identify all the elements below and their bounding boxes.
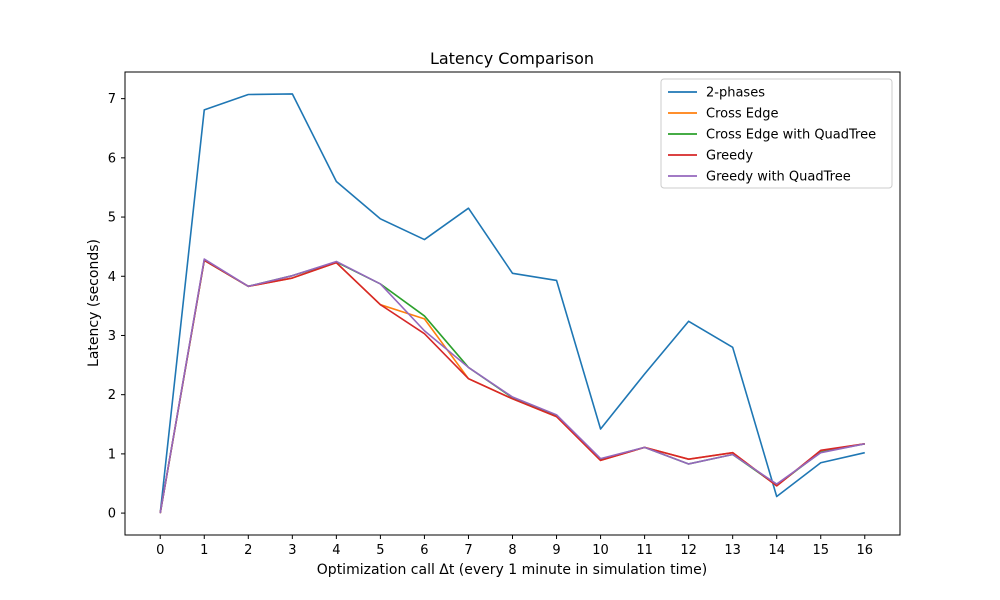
x-tick-label: 10: [592, 543, 609, 558]
y-tick-label: 7: [108, 92, 116, 107]
y-tick-label: 1: [108, 447, 116, 462]
x-tick-label: 9: [552, 543, 560, 558]
x-tick-label: 2: [244, 543, 252, 558]
x-tick-label: 12: [680, 543, 697, 558]
series-line-1: [159, 259, 865, 514]
x-tick-label: 7: [464, 543, 472, 558]
x-tick-label: 6: [420, 543, 428, 558]
x-tick-label: 16: [856, 543, 873, 558]
legend-label-2: Cross Edge with QuadTree: [706, 128, 876, 143]
x-tick-label: 1: [200, 543, 208, 558]
y-axis-label: Latency (seconds): [86, 239, 102, 367]
y-tick-label: 6: [108, 151, 116, 166]
x-axis-label: Optimization call Δt (every 1 minute in …: [317, 562, 707, 578]
x-tick-label: 5: [376, 543, 384, 558]
series-line-3: [159, 259, 865, 514]
x-tick-label: 3: [288, 543, 296, 558]
legend: 2-phases Cross Edge Cross Edge with QuadTr…: [660, 78, 893, 189]
y-tick-label: 5: [108, 211, 116, 226]
chart-title: Latency Comparison: [430, 49, 594, 68]
y-tick-label: 0: [108, 507, 116, 522]
x-tick-label: 0: [156, 543, 164, 558]
x-tick-label: 15: [812, 543, 829, 558]
legend-label-1: Cross Edge: [706, 107, 778, 122]
series-line-2: [159, 259, 865, 514]
series-line-0: [159, 93, 865, 514]
x-tick-label: 13: [724, 543, 741, 558]
legend-label-3: Greedy: [706, 149, 753, 164]
y-tick-label: 2: [108, 388, 116, 403]
x-tick-label: 11: [636, 543, 653, 558]
series-line-4: [159, 258, 865, 514]
legend-box: [660, 78, 893, 189]
legend-label-4: Greedy with QuadTree: [706, 170, 851, 185]
x-tick-label: 14: [768, 543, 785, 558]
x-tick-label: 4: [332, 543, 340, 558]
y-tick-label: 3: [108, 329, 116, 344]
y-tick-label: 4: [108, 270, 116, 285]
legend-label-0: 2-phases: [706, 86, 765, 101]
x-tick-label: 8: [508, 543, 516, 558]
